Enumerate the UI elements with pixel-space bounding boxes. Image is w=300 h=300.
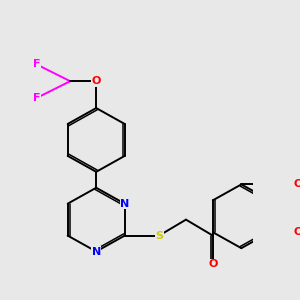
Text: N: N [120,199,129,209]
Text: O: O [294,179,300,189]
Text: N: N [92,247,101,256]
Text: F: F [33,59,40,69]
Text: O: O [92,76,101,86]
Text: F: F [33,93,40,103]
Text: S: S [155,231,163,241]
Text: O: O [208,259,218,269]
Text: O: O [294,227,300,237]
